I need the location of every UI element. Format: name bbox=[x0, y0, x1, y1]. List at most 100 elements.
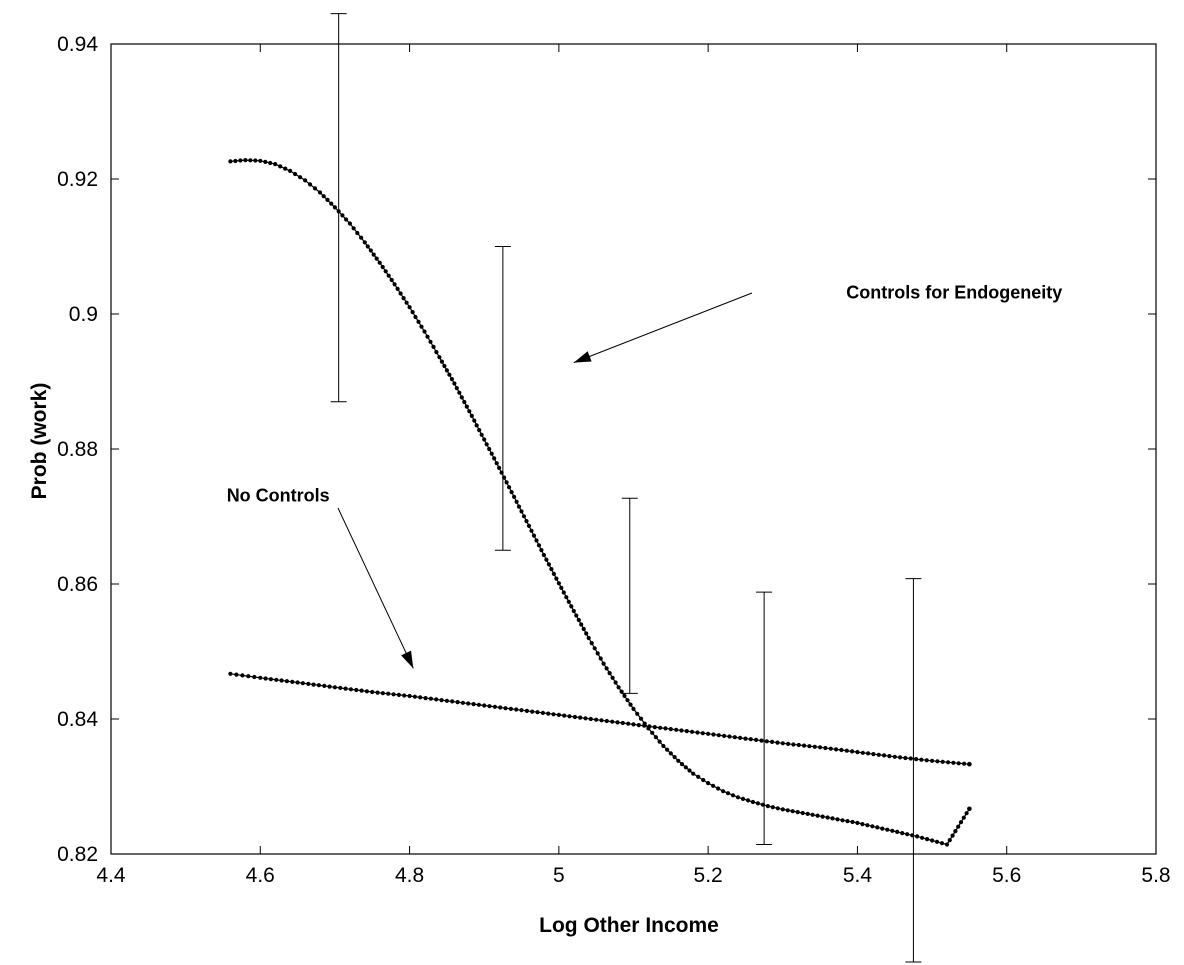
series-1-marker bbox=[910, 833, 915, 838]
series-1-marker bbox=[278, 164, 283, 169]
series-2-marker bbox=[903, 755, 908, 761]
series-2-marker bbox=[882, 753, 887, 758]
series-2-marker bbox=[295, 680, 300, 685]
series-1-marker bbox=[268, 160, 273, 166]
series-1-marker bbox=[444, 368, 449, 373]
series-2-marker bbox=[386, 691, 391, 696]
series-2-marker bbox=[524, 708, 530, 714]
series-2-marker bbox=[551, 712, 556, 717]
x-axis-title: Log Other Income bbox=[539, 914, 719, 937]
series-1-marker bbox=[509, 490, 514, 495]
series-1-marker bbox=[514, 499, 519, 504]
series-2-marker bbox=[418, 695, 423, 700]
series-1-marker bbox=[944, 842, 950, 847]
series-2-marker bbox=[775, 740, 780, 745]
series-2-marker bbox=[258, 675, 263, 680]
series-2-marker bbox=[359, 688, 364, 693]
series-1-marker bbox=[344, 217, 349, 222]
series-1-marker bbox=[431, 344, 436, 349]
series-1-marker bbox=[380, 264, 385, 270]
y-tick-label: 0.82 bbox=[57, 843, 98, 866]
y-tick-label: 0.9 bbox=[69, 303, 98, 326]
series-1-marker bbox=[386, 273, 391, 278]
series-2-marker bbox=[246, 674, 251, 679]
series-2-marker bbox=[263, 676, 268, 681]
series-2-marker bbox=[562, 713, 567, 718]
series-1-marker bbox=[439, 359, 444, 364]
series-2-marker bbox=[860, 750, 865, 755]
series-2-marker bbox=[716, 733, 721, 738]
series-2-marker bbox=[796, 742, 801, 748]
series-2-marker bbox=[690, 729, 695, 734]
series-2-marker bbox=[684, 729, 689, 734]
series-1-marker bbox=[238, 158, 243, 163]
x-tick-label: 5.2 bbox=[694, 864, 723, 887]
series-1-marker bbox=[521, 514, 527, 519]
series-1-marker bbox=[556, 581, 562, 586]
y-tick-label: 0.88 bbox=[57, 438, 98, 461]
series-1-marker bbox=[392, 282, 397, 287]
series-1-marker bbox=[464, 404, 469, 409]
series-2-marker bbox=[370, 689, 375, 695]
series-1-marker bbox=[900, 831, 905, 836]
series-1-marker bbox=[701, 777, 706, 783]
series-2-marker bbox=[908, 756, 913, 761]
series-1-marker bbox=[895, 829, 900, 835]
series-1-marker bbox=[534, 538, 539, 543]
series-2-marker bbox=[503, 706, 508, 711]
series-1-marker bbox=[544, 557, 549, 562]
series-1-marker bbox=[950, 833, 955, 838]
series-1-marker bbox=[665, 747, 670, 752]
series-2-marker bbox=[519, 708, 524, 713]
series-1-marker bbox=[870, 824, 875, 829]
series-2-marker bbox=[514, 707, 519, 712]
series-2-marker bbox=[594, 717, 599, 722]
series-1-marker bbox=[830, 816, 835, 821]
series-1-marker bbox=[325, 197, 330, 202]
series-1-marker bbox=[492, 456, 497, 461]
series-1-marker bbox=[546, 562, 552, 567]
series-2-marker bbox=[455, 700, 460, 705]
series-1-marker bbox=[855, 820, 860, 826]
series-2-marker bbox=[951, 760, 956, 765]
series-2-marker bbox=[652, 725, 657, 730]
series-1-marker bbox=[428, 339, 433, 344]
axis-tick-labels: 4.4 4.6 4.8 5 5.2 5.4 5.6 5.8 0.82 0.84 0.86 0.88 0.… bbox=[57, 33, 1170, 887]
series-2-marker bbox=[946, 760, 951, 765]
series-1-marker bbox=[964, 811, 969, 816]
series-1-marker bbox=[815, 813, 820, 818]
series-1-marker bbox=[541, 552, 547, 558]
series-1-marker bbox=[374, 256, 379, 261]
series-1-marker bbox=[447, 372, 452, 377]
series-1-marker bbox=[745, 798, 751, 803]
series-1-marker bbox=[735, 795, 741, 800]
series-1-marker bbox=[810, 812, 815, 817]
series-1-marker bbox=[628, 702, 633, 707]
series-2-marker bbox=[268, 677, 273, 682]
series-2-marker bbox=[327, 684, 332, 689]
series-2-marker bbox=[412, 694, 417, 699]
series-1-marker bbox=[920, 835, 925, 840]
series-1-marker bbox=[581, 626, 586, 632]
series-2-marker bbox=[876, 752, 881, 757]
series-1-marker bbox=[351, 226, 356, 231]
series-1-marker bbox=[958, 820, 964, 825]
series-2-marker bbox=[540, 710, 546, 716]
series-2-marker bbox=[364, 689, 369, 694]
series-1-marker bbox=[303, 178, 308, 183]
series-1-marker bbox=[589, 641, 594, 646]
series-2-marker bbox=[434, 697, 439, 702]
series-2-marker bbox=[482, 703, 487, 708]
series-2-marker bbox=[535, 710, 540, 715]
series-1-marker bbox=[474, 423, 479, 428]
series-2-marker bbox=[391, 692, 396, 697]
series-1-marker bbox=[860, 822, 865, 827]
series-1-marker bbox=[622, 693, 627, 699]
series-2-marker bbox=[631, 722, 636, 727]
series-1-marker bbox=[566, 599, 571, 604]
series-1-marker bbox=[880, 826, 885, 831]
series-2-marker bbox=[322, 683, 327, 689]
series-1-marker bbox=[780, 807, 785, 812]
series-1-marker bbox=[502, 475, 507, 480]
series-2-marker bbox=[695, 730, 700, 735]
